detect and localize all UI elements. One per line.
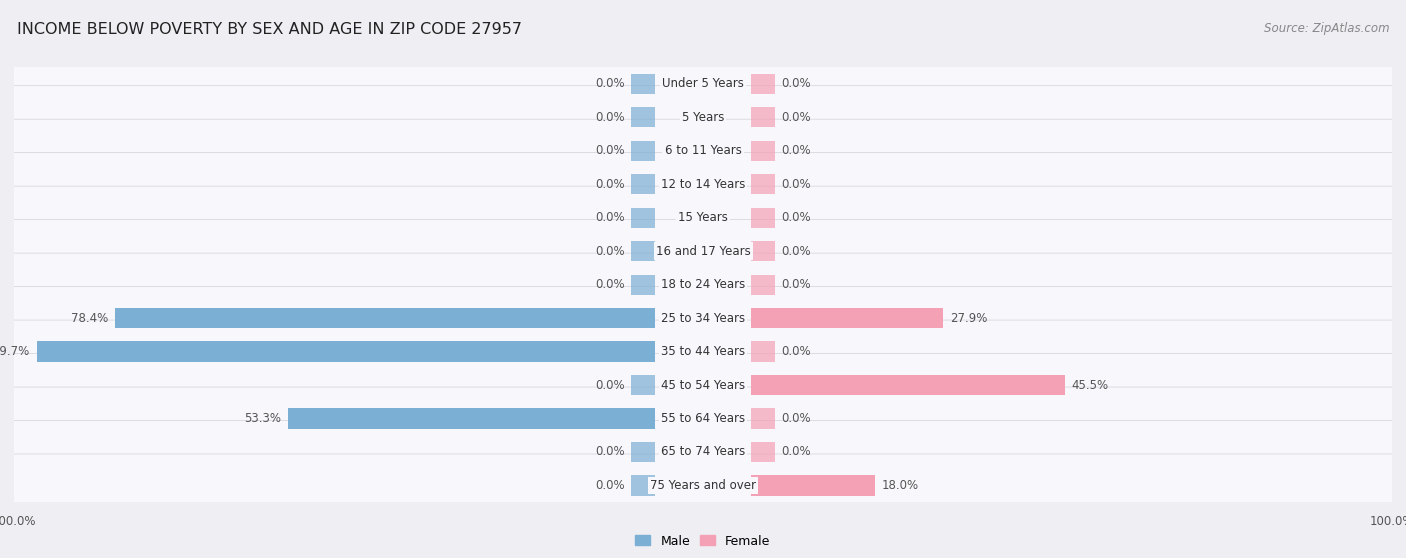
Text: 0.0%: 0.0% — [596, 378, 626, 392]
Bar — [631, 275, 655, 295]
Text: 12 to 14 Years: 12 to 14 Years — [661, 177, 745, 191]
FancyBboxPatch shape — [11, 86, 1395, 148]
FancyBboxPatch shape — [11, 220, 1395, 282]
Text: 0.0%: 0.0% — [780, 278, 810, 291]
Text: 0.0%: 0.0% — [596, 244, 626, 258]
Text: INCOME BELOW POVERTY BY SEX AND AGE IN ZIP CODE 27957: INCOME BELOW POVERTY BY SEX AND AGE IN Z… — [17, 22, 522, 37]
Text: Under 5 Years: Under 5 Years — [662, 77, 744, 90]
FancyBboxPatch shape — [11, 421, 1395, 483]
FancyBboxPatch shape — [11, 320, 1395, 383]
Bar — [631, 174, 655, 194]
Bar — [37, 341, 655, 362]
Text: 0.0%: 0.0% — [596, 211, 626, 224]
Text: Source: ZipAtlas.com: Source: ZipAtlas.com — [1264, 22, 1389, 35]
Text: 6 to 11 Years: 6 to 11 Years — [665, 144, 741, 157]
Bar — [631, 241, 655, 261]
FancyBboxPatch shape — [11, 52, 1395, 115]
Text: 0.0%: 0.0% — [596, 110, 626, 124]
Bar — [631, 208, 655, 228]
Text: 0.0%: 0.0% — [780, 144, 810, 157]
Bar — [751, 375, 1064, 395]
Text: 0.0%: 0.0% — [780, 244, 810, 258]
FancyBboxPatch shape — [11, 119, 1395, 182]
Bar — [631, 375, 655, 395]
Bar — [288, 408, 655, 429]
Text: 0.0%: 0.0% — [780, 177, 810, 191]
Bar — [751, 341, 775, 362]
FancyBboxPatch shape — [11, 387, 1395, 450]
Bar — [751, 174, 775, 194]
Text: 27.9%: 27.9% — [950, 311, 987, 325]
Legend: Male, Female: Male, Female — [630, 530, 776, 552]
Text: 25 to 34 Years: 25 to 34 Years — [661, 311, 745, 325]
Text: 15 Years: 15 Years — [678, 211, 728, 224]
Text: 0.0%: 0.0% — [780, 211, 810, 224]
Text: 78.4%: 78.4% — [70, 311, 108, 325]
Text: 0.0%: 0.0% — [596, 278, 626, 291]
Text: 16 and 17 Years: 16 and 17 Years — [655, 244, 751, 258]
Text: 0.0%: 0.0% — [780, 412, 810, 425]
Text: 45.5%: 45.5% — [1071, 378, 1109, 392]
Bar — [631, 442, 655, 462]
Bar — [631, 74, 655, 94]
FancyBboxPatch shape — [11, 287, 1395, 349]
Text: 0.0%: 0.0% — [596, 445, 626, 459]
Text: 18.0%: 18.0% — [882, 479, 920, 492]
Bar — [751, 241, 775, 261]
Text: 0.0%: 0.0% — [780, 77, 810, 90]
Text: 0.0%: 0.0% — [780, 345, 810, 358]
Bar — [751, 475, 876, 496]
Text: 65 to 74 Years: 65 to 74 Years — [661, 445, 745, 459]
FancyBboxPatch shape — [11, 186, 1395, 249]
Text: 45 to 54 Years: 45 to 54 Years — [661, 378, 745, 392]
Bar — [751, 74, 775, 94]
Text: 0.0%: 0.0% — [780, 110, 810, 124]
Text: 0.0%: 0.0% — [596, 479, 626, 492]
FancyBboxPatch shape — [11, 354, 1395, 416]
Bar — [751, 275, 775, 295]
Text: 55 to 64 Years: 55 to 64 Years — [661, 412, 745, 425]
Bar — [751, 208, 775, 228]
Bar — [751, 141, 775, 161]
Text: 5 Years: 5 Years — [682, 110, 724, 124]
Bar — [631, 475, 655, 496]
Text: 53.3%: 53.3% — [243, 412, 281, 425]
Text: 18 to 24 Years: 18 to 24 Years — [661, 278, 745, 291]
Text: 0.0%: 0.0% — [596, 177, 626, 191]
Bar — [751, 442, 775, 462]
Text: 0.0%: 0.0% — [780, 445, 810, 459]
Bar — [631, 107, 655, 127]
FancyBboxPatch shape — [11, 253, 1395, 316]
Text: 0.0%: 0.0% — [596, 77, 626, 90]
Text: 0.0%: 0.0% — [596, 144, 626, 157]
Text: 75 Years and over: 75 Years and over — [650, 479, 756, 492]
Bar — [751, 408, 775, 429]
Text: 35 to 44 Years: 35 to 44 Years — [661, 345, 745, 358]
Bar — [751, 107, 775, 127]
Bar — [631, 141, 655, 161]
FancyBboxPatch shape — [11, 454, 1395, 517]
Bar — [115, 308, 655, 328]
Text: 89.7%: 89.7% — [0, 345, 30, 358]
FancyBboxPatch shape — [11, 153, 1395, 215]
Bar — [751, 308, 943, 328]
